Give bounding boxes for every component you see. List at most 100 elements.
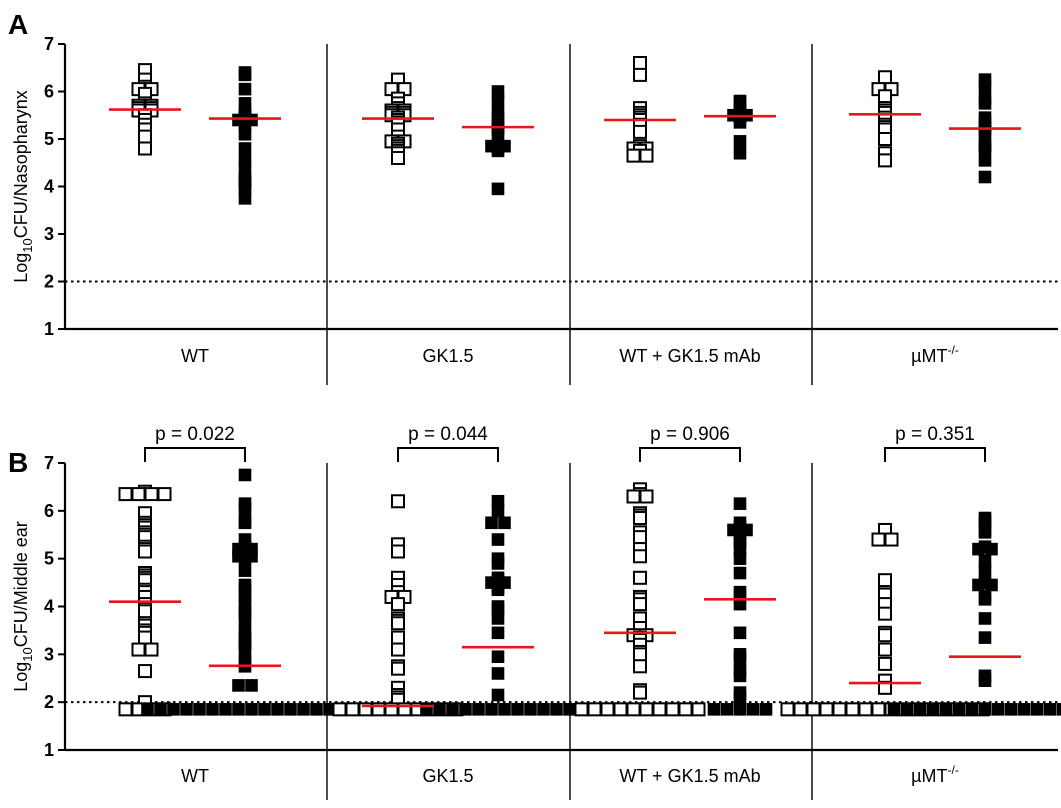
- filled-marker: [491, 533, 505, 546]
- group-label: µMT-/-: [911, 343, 959, 366]
- filled-marker: [985, 578, 998, 592]
- filled-marker: [887, 703, 901, 716]
- group-label-text: GK1.5: [422, 346, 473, 366]
- open-marker: [131, 487, 146, 502]
- filled-marker: [491, 688, 505, 702]
- open-marker: [633, 124, 647, 139]
- filled-marker: [491, 557, 505, 570]
- filled-marker: [733, 691, 747, 704]
- filled-marker: [746, 703, 760, 716]
- filled-marker: [733, 146, 747, 160]
- y-axis-title-sub: 10: [20, 647, 35, 661]
- filled-marker: [167, 703, 180, 716]
- p-value-bracket: [144, 447, 246, 462]
- p-value-label: p = 0.906: [650, 424, 730, 445]
- open-marker: [391, 642, 405, 657]
- open-marker: [639, 702, 654, 717]
- filled-marker: [498, 703, 511, 716]
- filled-marker: [459, 703, 472, 716]
- y-axis-title: Log10CFU/Nasopharynx: [11, 90, 35, 283]
- filled-marker: [297, 703, 310, 716]
- open-marker: [144, 642, 159, 657]
- filled-marker: [978, 154, 992, 167]
- filled-marker: [952, 703, 966, 716]
- filled-marker: [491, 667, 505, 680]
- open-marker: [832, 702, 847, 717]
- filled-marker: [991, 703, 1005, 716]
- filled-marker: [978, 564, 992, 577]
- filled-marker: [238, 516, 252, 530]
- p-value-bracket: [397, 447, 499, 462]
- filled-marker: [238, 552, 252, 565]
- open-marker: [633, 647, 647, 662]
- y-tick-label: 3: [44, 224, 54, 244]
- filled-marker: [238, 142, 252, 155]
- filled-marker: [978, 526, 992, 539]
- y-tick-label: 2: [44, 692, 54, 712]
- group-4: µMT-/- p = 0.351: [780, 424, 1061, 786]
- open-marker: [878, 89, 892, 104]
- open-marker: [878, 628, 892, 643]
- open-marker: [138, 630, 152, 645]
- filled-marker: [245, 679, 258, 692]
- open-marker: [332, 702, 347, 717]
- open-marker: [138, 664, 152, 679]
- filled-marker: [978, 674, 992, 687]
- filled-marker: [193, 703, 206, 716]
- y-axis-title-log: Log: [11, 253, 31, 283]
- group-label: WT + GK1.5 mAb: [619, 346, 760, 366]
- group-label: WT + GK1.5 mAb: [619, 766, 760, 786]
- group-2: GK1.5 p = 0.044: [332, 424, 576, 786]
- y-tick-label: 2: [44, 272, 54, 292]
- open-marker: [878, 153, 892, 168]
- filled-marker: [720, 703, 734, 716]
- y-tick-label: 3: [44, 644, 54, 664]
- filled-marker: [238, 564, 252, 577]
- filled-marker: [491, 144, 505, 158]
- open-marker: [633, 659, 647, 674]
- filled-marker: [491, 612, 505, 625]
- open-marker: [633, 685, 647, 700]
- filled-marker: [733, 566, 747, 580]
- panel-a: A 1 2 3 4 5 6 7 Log10CFU/Nasopharynx WT GK1.5 WT + …: [8, 9, 1058, 385]
- filled-marker: [180, 703, 193, 716]
- filled-marker: [310, 703, 323, 716]
- filled-marker: [141, 703, 154, 716]
- filled-marker: [491, 583, 505, 597]
- open-marker: [652, 702, 667, 717]
- group-1: WT p = 0.022: [109, 424, 349, 786]
- y-tick-label: 5: [44, 129, 54, 149]
- group-label: µMT-/-: [911, 763, 959, 786]
- filled-marker: [245, 703, 258, 716]
- open-marker: [819, 702, 834, 717]
- filled-marker: [238, 82, 252, 96]
- filled-marker: [939, 703, 953, 716]
- open-marker: [138, 544, 152, 559]
- open-marker: [157, 487, 172, 502]
- open-marker: [391, 151, 405, 165]
- filled-marker: [537, 703, 550, 716]
- group-label: GK1.5: [422, 346, 473, 366]
- filled-marker: [972, 542, 985, 556]
- filled-marker: [1043, 703, 1057, 716]
- open-marker: [878, 70, 892, 85]
- filled-marker: [154, 703, 167, 716]
- group-label-superscript: -/-: [948, 763, 959, 777]
- y-axis-title-sub: 10: [20, 238, 35, 252]
- p-value-label: p = 0.044: [408, 424, 488, 445]
- open-marker: [118, 487, 133, 502]
- filled-marker: [491, 626, 505, 640]
- panel-letter: B: [8, 447, 28, 478]
- filled-marker: [733, 135, 747, 148]
- filled-marker: [238, 468, 252, 482]
- y-tick-label: 1: [44, 319, 54, 339]
- filled-marker: [978, 631, 992, 644]
- filled-marker: [232, 679, 245, 692]
- group-2: GK1.5: [362, 72, 534, 366]
- open-marker: [884, 532, 899, 547]
- group-label: WT: [181, 346, 209, 366]
- open-marker: [678, 702, 693, 717]
- open-marker: [574, 702, 589, 717]
- filled-marker: [491, 650, 505, 664]
- group-label: GK1.5: [422, 766, 473, 786]
